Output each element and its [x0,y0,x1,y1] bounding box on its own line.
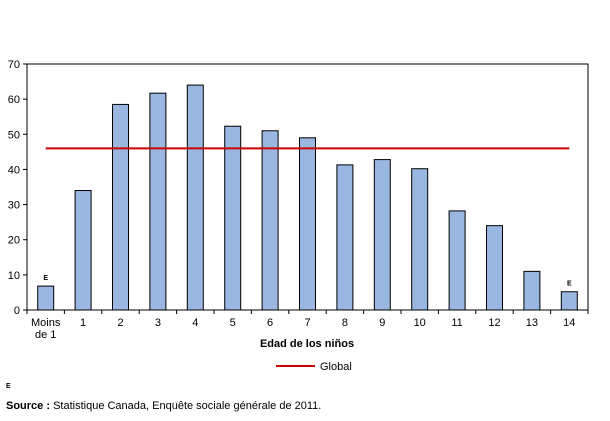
y-tick-label: 60 [8,94,20,106]
y-tick-label: 20 [8,235,20,247]
estimate-flag: E [43,275,48,282]
legend-label-global: Global [320,361,352,373]
y-tick-label: 70 [8,59,20,71]
bar [37,285,55,311]
source-text: Statistique Canada, Enquête sociale géné… [50,400,322,412]
bar [560,291,578,311]
bar [448,210,466,311]
y-axis: 0 10 20 30 40 50 60 70 [8,59,27,317]
legend: Global [276,361,352,373]
x-tick-label: Moins [31,317,61,329]
y-tick-label: 30 [8,200,20,212]
x-tick-label: 12 [488,317,500,329]
x-tick-label: 2 [117,317,123,329]
x-tick-label: 9 [379,317,385,329]
x-tick-label: 8 [342,317,348,329]
estimate-flag: E [567,281,572,288]
y-tick-label: 10 [8,270,20,282]
x-tick-label: 10 [414,317,426,329]
x-axis-title: Edad de los niños [260,338,354,350]
footnote-flag: E [6,383,11,390]
y-tick-label: 40 [8,164,20,176]
bar [486,225,503,311]
x-tick-label: 11 [451,317,462,329]
x-tick-label: de 1 [35,329,56,341]
x-tick-label: 3 [155,317,161,329]
bar [186,84,204,311]
bar [112,103,129,311]
bar [373,159,391,311]
bar [149,92,167,311]
y-tick-label: 0 [14,305,20,317]
y-tick-label: 50 [8,129,20,141]
bar [523,270,541,311]
bar [261,130,279,311]
x-tick-label: 5 [230,317,236,329]
bar [74,190,92,311]
x-tick-label: 14 [563,317,575,329]
x-tick-label: 4 [192,317,198,329]
x-tick-label: 1 [80,317,86,329]
source-label: Source : [6,400,51,412]
bar [299,137,316,311]
bar [411,168,429,311]
bar [336,164,354,311]
bar [224,125,242,311]
estimate-flags: EE [43,275,572,288]
source-note: Source : Statistique Canada, Enquête soc… [6,400,321,412]
x-tick-label: 7 [304,317,310,329]
x-tick-label: 6 [267,317,273,329]
x-tick-label: 13 [526,317,538,329]
